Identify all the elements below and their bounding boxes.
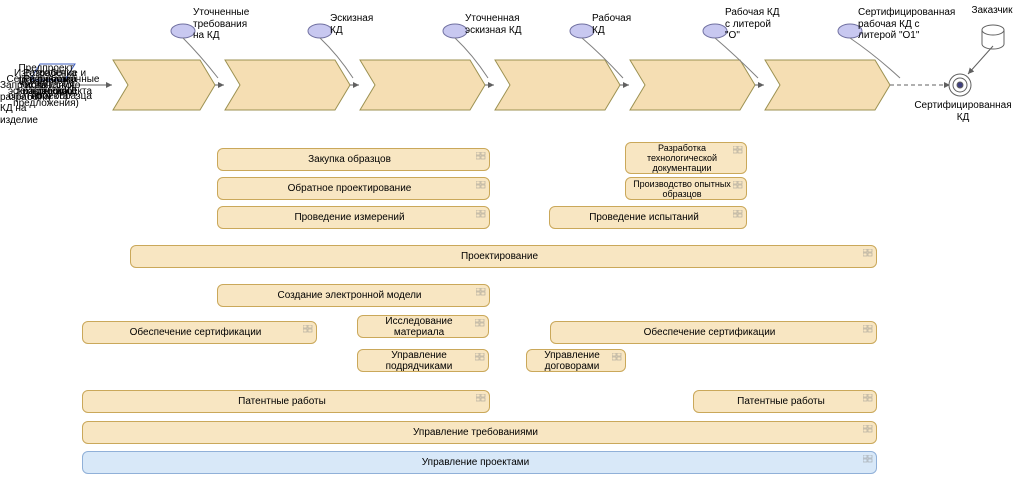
customer-cylinder — [982, 25, 1004, 49]
activity-label: Производство опытных образцов — [633, 179, 731, 199]
activity-label: Обеспечение сертификации — [644, 327, 776, 338]
subprocess-icon — [863, 325, 873, 333]
activity-a4: Производство опытных образцов — [625, 177, 747, 200]
activity-label: Закупка образцов — [308, 154, 391, 165]
doc-label-4: Рабочая КД с литерой "О" — [725, 7, 805, 42]
activity-a17: Управление проектами — [82, 451, 877, 474]
activity-a9: Обеспечение сертификации — [82, 321, 317, 344]
subprocess-icon — [863, 455, 873, 463]
subprocess-icon — [475, 353, 485, 361]
activity-label: Патентные работы — [238, 396, 326, 407]
activity-label: Проектирование — [461, 251, 538, 262]
subprocess-icon — [733, 181, 743, 189]
phase-arrows — [113, 60, 890, 110]
subprocess-icon — [612, 353, 622, 361]
target-icon — [949, 74, 971, 96]
activity-label: Управление проектами — [422, 457, 529, 468]
subprocess-icon — [863, 425, 873, 433]
activity-a8: Создание электронной модели — [217, 284, 490, 307]
activity-label: Исследование материала — [385, 316, 452, 338]
subprocess-icon — [476, 394, 486, 402]
activity-a10: Исследование материала — [357, 315, 489, 338]
doc-label-1: Эскизная КД — [330, 13, 400, 36]
activity-label: Проведение испытаний — [589, 212, 699, 223]
activity-label: Обеспечение сертификации — [130, 327, 262, 338]
activity-label: Разработка технологической документации — [647, 143, 717, 173]
activity-label: Обратное проектирование — [288, 183, 412, 194]
activity-label: Управление договорами — [544, 350, 600, 372]
doc-label-3: Рабочая КД — [592, 13, 652, 36]
subprocess-icon — [863, 249, 873, 257]
doc-label-0: Уточненные требования на КД — [193, 7, 273, 42]
activity-a15: Патентные работы — [693, 390, 877, 413]
subprocess-icon — [303, 325, 313, 333]
activity-a3: Обратное проектирование — [217, 177, 490, 200]
activity-a5: Проведение измерений — [217, 206, 490, 229]
subprocess-icon — [476, 152, 486, 160]
end-label: Сертифицированная КД — [902, 100, 1024, 123]
subprocess-icon — [476, 288, 486, 296]
doc-links — [183, 38, 900, 78]
activity-label: Создание электронной модели — [277, 290, 421, 301]
diagram-canvas: Запрос на разработку КД на изделие Предп… — [0, 0, 1024, 503]
activity-a16: Управление требованиями — [82, 421, 877, 444]
activity-label: Патентные работы — [737, 396, 825, 407]
subprocess-icon — [475, 319, 485, 327]
activity-a14: Патентные работы — [82, 390, 490, 413]
activity-label: Проведение измерений — [294, 212, 404, 223]
customer-label: Заказчик — [960, 5, 1024, 17]
activity-a1: Закупка образцов — [217, 148, 490, 171]
activity-label: Управление требованиями — [413, 427, 538, 438]
subprocess-icon — [476, 181, 486, 189]
activity-a11: Обеспечение сертификации — [550, 321, 877, 344]
doc-label-2: Уточненная эскизная КД — [465, 13, 545, 36]
activity-a2: Разработка технологической документации — [625, 142, 747, 174]
activity-a13: Управление договорами — [526, 349, 626, 372]
subprocess-icon — [476, 210, 486, 218]
activity-label: Управление подрядчиками — [386, 350, 453, 372]
subprocess-icon — [733, 210, 743, 218]
activity-a12: Управление подрядчиками — [357, 349, 489, 372]
subprocess-icon — [863, 394, 873, 402]
phase-label-5: Сертификационные работы — [0, 74, 106, 97]
activity-a7: Проектирование — [130, 245, 877, 268]
activity-a6: Проведение испытаний — [549, 206, 747, 229]
subprocess-icon — [733, 146, 743, 154]
